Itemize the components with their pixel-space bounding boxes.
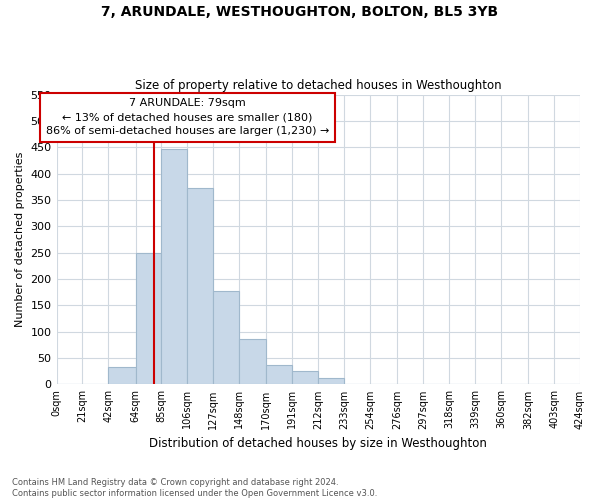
Bar [136,252,161,384]
Bar [161,149,187,384]
Bar [187,188,214,384]
Bar [292,372,318,384]
Title: Size of property relative to detached houses in Westhoughton: Size of property relative to detached ho… [135,79,502,92]
X-axis label: Distribution of detached houses by size in Westhoughton: Distribution of detached houses by size … [149,437,487,450]
Text: 7 ARUNDALE: 79sqm
← 13% of detached houses are smaller (180)
86% of semi-detache: 7 ARUNDALE: 79sqm ← 13% of detached hous… [46,98,329,136]
Bar [266,365,292,384]
Bar [239,339,266,384]
Text: 7, ARUNDALE, WESTHOUGHTON, BOLTON, BL5 3YB: 7, ARUNDALE, WESTHOUGHTON, BOLTON, BL5 3… [101,5,499,19]
Bar [214,291,239,384]
Y-axis label: Number of detached properties: Number of detached properties [15,152,25,327]
Text: Contains HM Land Registry data © Crown copyright and database right 2024.
Contai: Contains HM Land Registry data © Crown c… [12,478,377,498]
Bar [109,367,136,384]
Bar [318,378,344,384]
